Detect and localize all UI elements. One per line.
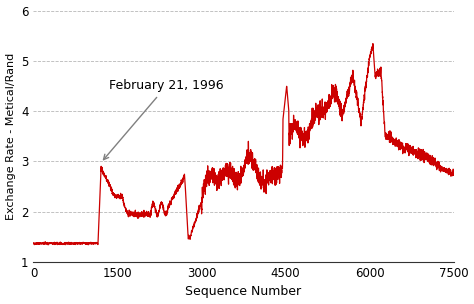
X-axis label: Sequence Number: Sequence Number [185, 285, 301, 299]
Text: February 21, 1996: February 21, 1996 [103, 80, 224, 160]
Y-axis label: Exchange Rate - Metical/Rand: Exchange Rate - Metical/Rand [6, 53, 16, 220]
